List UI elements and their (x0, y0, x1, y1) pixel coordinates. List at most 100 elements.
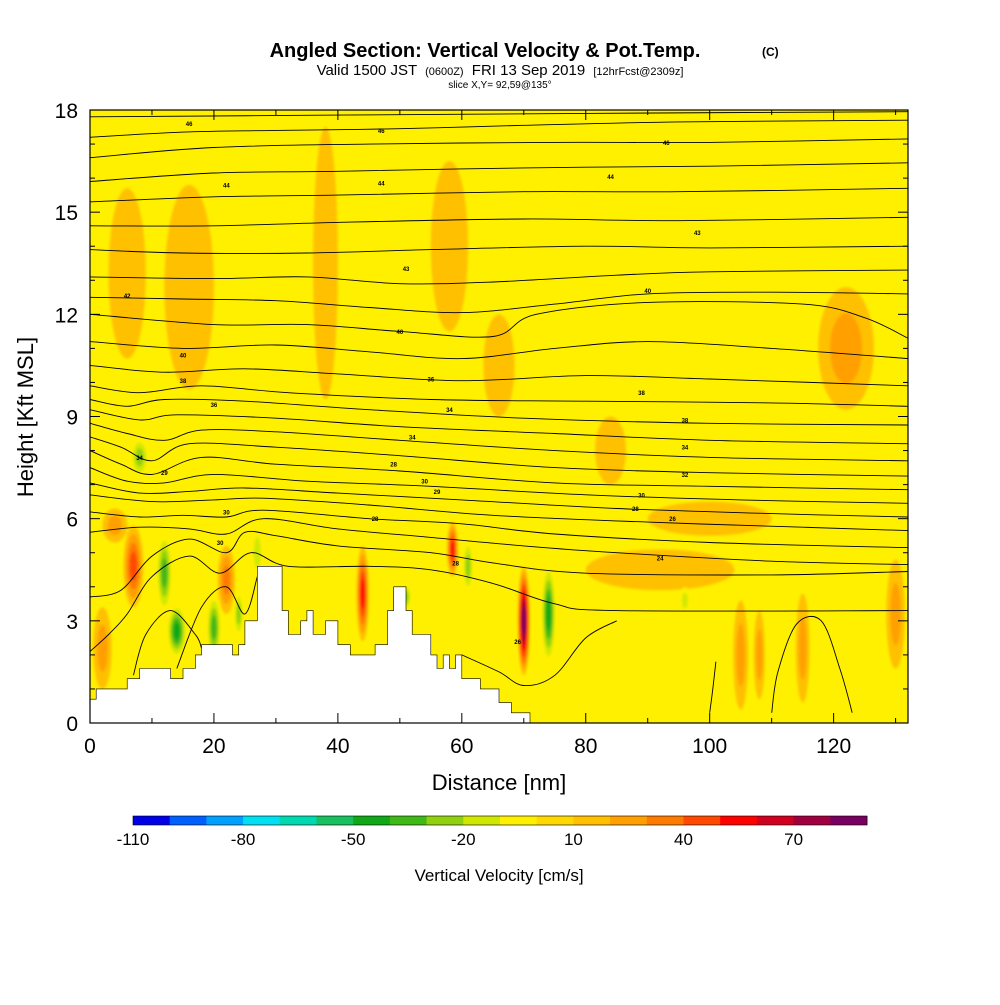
isentrope-label: 30 (638, 493, 645, 499)
subtitle-forecast: [12hrFcst@2309z] (593, 66, 683, 78)
y-tick-label: 18 (55, 100, 78, 123)
subtitle-date: FRI 13 Sep 2019 (472, 62, 585, 79)
colorbar-tick-label: -110 (117, 830, 150, 849)
colorbar-tick-label: 40 (674, 830, 693, 849)
isentrope-label: 34 (409, 435, 416, 441)
isentrope-label: 28 (372, 517, 379, 523)
isentrope-label: 34 (682, 446, 689, 452)
velocity-cell (756, 629, 763, 681)
vertical-velocity-field (93, 127, 905, 710)
colorbar-swatch (243, 816, 281, 825)
colorbar-tick-label: -20 (451, 830, 476, 849)
isentrope-labels: 46 46 46 44 44 44 43 43 42 40 40 40 38 36 36 38 34 38 34 34… (124, 122, 701, 646)
isentrope-line (90, 436, 908, 477)
colorbar-swatch (279, 816, 317, 825)
colorbar-swatch (206, 816, 244, 825)
isentrope-line (90, 187, 908, 203)
colorbar-swatch (793, 816, 831, 825)
isentrope-line (90, 409, 908, 445)
isentrope-line (132, 610, 202, 676)
colorbar-swatch (536, 816, 574, 825)
velocity-cell (107, 515, 122, 536)
chart-subtitle: Valid 1500 JST (0600Z) FRI 13 Sep 2019 [… (317, 62, 684, 79)
velocity-cell (430, 161, 469, 332)
isentrope-label: 44 (223, 183, 230, 189)
velocity-cell (682, 592, 688, 609)
velocity-cell (313, 127, 338, 400)
isentrope-label: 30 (421, 480, 428, 486)
y-tick-label: 15 (55, 202, 78, 225)
colorbar-swatch (353, 816, 391, 825)
colorbar-swatch (389, 816, 427, 825)
isentrope-label: 29 (434, 490, 441, 496)
colorbar-label: Vertical Velocity [cm/s] (414, 866, 583, 885)
isentrope-line (90, 111, 908, 118)
y-axis-label: Height [Kft MSL] (13, 337, 38, 497)
isentrope-line (90, 269, 908, 285)
isentrope-label: 28 (390, 463, 397, 469)
isentrope-label: 43 (694, 231, 701, 237)
isentrope-label: 28 (452, 561, 459, 567)
isentrope-label: 40 (397, 330, 404, 336)
isentrope-line (90, 341, 908, 360)
isentrope-label: 36 (427, 378, 434, 384)
isentrope-line (90, 216, 908, 227)
isentrope-label: 36 (211, 403, 218, 409)
isentrope-label: 38 (682, 418, 689, 424)
velocity-cell (736, 623, 745, 687)
colorbar-swatch (610, 816, 648, 825)
isentrope-line (90, 138, 908, 159)
velocity-cell (483, 314, 515, 417)
isentrope-label: 44 (378, 182, 385, 188)
isentrope-label: 44 (607, 175, 614, 181)
x-tick-label: 20 (202, 735, 225, 758)
isentrope-label: 46 (663, 141, 670, 147)
isentrope-line (90, 364, 908, 387)
velocity-cell (97, 624, 108, 672)
colorbar-swatch (169, 816, 207, 825)
plot-area: 46 46 46 44 44 44 43 43 42 40 40 40 38 36 36 38 34 38 34 34… (90, 110, 908, 723)
x-tick-label: 60 (450, 735, 473, 758)
isentrope-line (90, 291, 908, 314)
colorbar-swatch (316, 816, 354, 825)
colorbar-tick-label: -50 (341, 830, 366, 849)
isentrope-line (90, 119, 908, 138)
isentrope-line (90, 494, 908, 532)
isentrope-lines (90, 111, 908, 713)
isentrope-label: 34 (136, 456, 143, 462)
y-tick-label: 0 (66, 713, 78, 736)
x-tick-label: 120 (816, 735, 851, 758)
velocity-cell (164, 184, 214, 390)
colorbar: -110 -80 -50 -20 10 40 70 (117, 815, 868, 849)
velocity-cell (129, 551, 137, 582)
isentrope-line (90, 398, 908, 426)
isentrope-label: 38 (638, 391, 645, 397)
y-tick-label: 9 (66, 407, 78, 430)
x-axis: 0 20 40 60 80 100 120 (84, 110, 897, 758)
chart-title-suffix: (C) (762, 45, 779, 59)
isentrope-line (90, 482, 908, 518)
isentrope-label: 40 (180, 354, 187, 360)
velocity-cell (546, 597, 551, 631)
colorbar-tick-label: 70 (784, 830, 803, 849)
velocity-cell (211, 615, 217, 640)
isentrope-line (90, 552, 908, 652)
colorbar-swatch (133, 816, 171, 825)
isentrope-line (90, 467, 908, 504)
colorbar-swatch (426, 816, 464, 825)
isentrope-label: 26 (669, 517, 676, 523)
colorbar-tick-label: 10 (564, 830, 583, 849)
isentrope-label: 42 (124, 294, 131, 300)
x-tick-label: 100 (692, 735, 727, 758)
velocity-cell (890, 582, 901, 646)
x-tick-label: 0 (84, 735, 96, 758)
isentrope-label: 40 (644, 289, 651, 295)
isentrope-line (90, 450, 908, 491)
isentrope-label: 30 (217, 541, 224, 547)
isentrope-label: 46 (378, 129, 385, 135)
x-tick-label: 80 (574, 735, 597, 758)
velocity-cell (253, 537, 261, 569)
velocity-cell (450, 540, 455, 559)
